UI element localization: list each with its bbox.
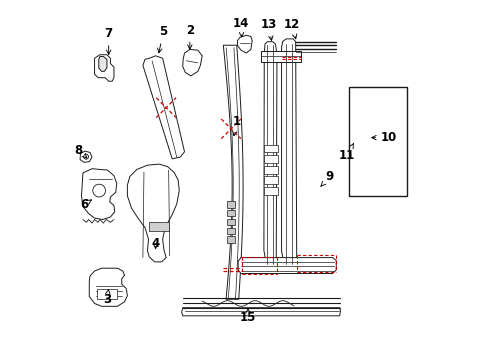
Text: 14: 14 <box>232 17 249 37</box>
Polygon shape <box>89 268 127 306</box>
Polygon shape <box>142 56 184 159</box>
Polygon shape <box>223 45 243 299</box>
Bar <box>226 201 234 207</box>
Text: 4: 4 <box>151 237 160 250</box>
Text: 8: 8 <box>74 144 86 158</box>
Text: 1: 1 <box>232 115 240 136</box>
Text: 5: 5 <box>157 25 167 53</box>
Polygon shape <box>182 308 340 316</box>
Bar <box>264 176 277 184</box>
Bar <box>264 166 277 174</box>
Polygon shape <box>127 164 179 262</box>
Polygon shape <box>364 96 371 103</box>
Bar <box>226 210 234 216</box>
Text: 2: 2 <box>185 23 193 49</box>
Bar <box>264 187 277 195</box>
Text: 12: 12 <box>284 18 300 39</box>
Polygon shape <box>237 35 252 53</box>
Bar <box>264 145 277 153</box>
Text: 10: 10 <box>371 131 396 144</box>
Polygon shape <box>238 258 336 274</box>
Polygon shape <box>94 55 114 81</box>
Polygon shape <box>183 49 202 76</box>
Circle shape <box>93 184 105 197</box>
Bar <box>226 219 234 225</box>
Polygon shape <box>281 39 296 265</box>
Circle shape <box>83 154 88 159</box>
Text: 7: 7 <box>104 27 113 54</box>
Text: 6: 6 <box>80 198 91 211</box>
Bar <box>149 222 168 231</box>
Text: 11: 11 <box>338 144 354 162</box>
Text: 3: 3 <box>102 290 111 306</box>
Bar <box>226 237 234 243</box>
Polygon shape <box>261 51 300 62</box>
Polygon shape <box>368 94 376 187</box>
Polygon shape <box>80 151 92 162</box>
Text: 9: 9 <box>320 170 333 186</box>
Text: 15: 15 <box>239 308 256 324</box>
Bar <box>264 155 277 163</box>
Bar <box>348 86 406 196</box>
Polygon shape <box>264 42 276 265</box>
Bar <box>97 289 117 299</box>
Bar <box>226 228 234 234</box>
Polygon shape <box>81 169 117 220</box>
Polygon shape <box>99 57 107 71</box>
Text: 13: 13 <box>261 18 277 40</box>
